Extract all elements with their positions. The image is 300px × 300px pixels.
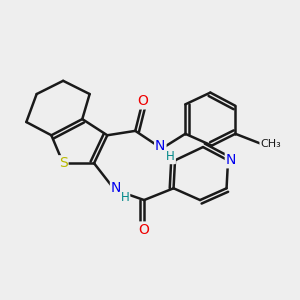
Text: O: O [139,223,149,236]
Text: H: H [166,150,175,163]
Text: S: S [59,156,68,170]
Text: N: N [226,153,236,167]
Text: O: O [137,94,148,108]
Text: H: H [121,191,129,205]
Text: N: N [111,181,121,195]
Text: N: N [155,139,166,153]
Text: CH₃: CH₃ [260,139,281,149]
